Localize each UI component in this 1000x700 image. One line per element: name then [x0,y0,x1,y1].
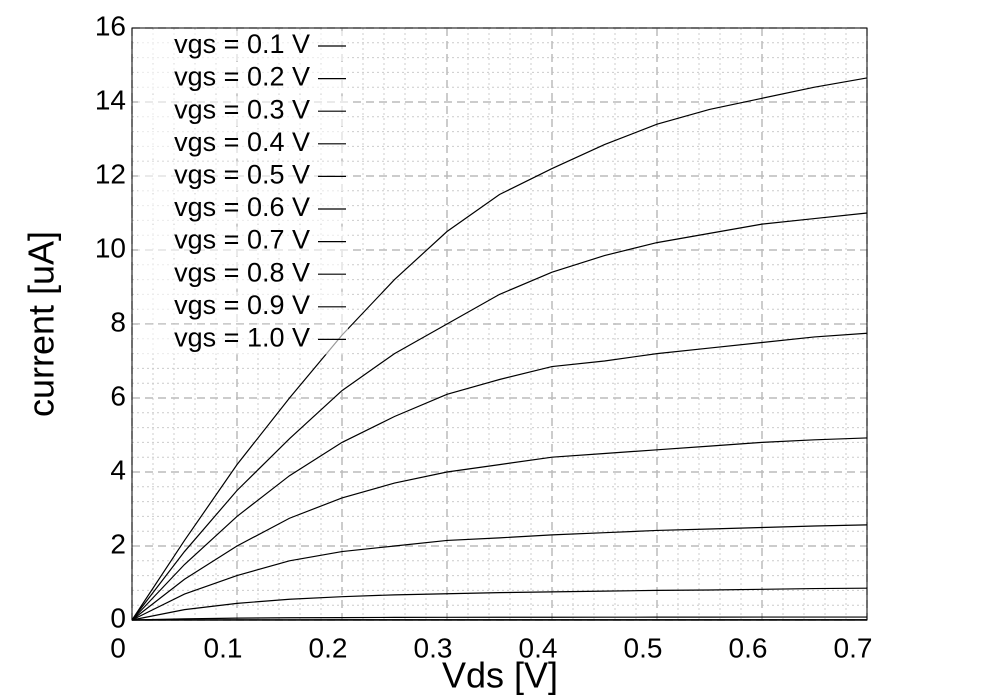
legend-bg [138,128,348,159]
y-tick-label: 0 [110,602,126,633]
x-tick-label: 0.4 [519,632,558,663]
legend-label: vgs = 1.0 V [174,323,310,353]
series-line [131,77,868,621]
series-line [131,332,868,621]
y-tick-label: 16 [95,10,126,41]
legend-bg [138,96,348,127]
y-axis-label: current [uA] [21,231,62,417]
legend-bg [138,63,348,94]
x-axis-label: Vds [V] [442,655,558,696]
series-line [131,437,868,621]
legend-label: vgs = 0.7 V [174,225,310,255]
series-line [131,524,868,621]
series-line [131,587,868,621]
legend-bg [138,259,348,290]
legend-label: vgs = 0.5 V [174,160,310,190]
y-tick-label: 4 [110,454,126,485]
legend-label: vgs = 0.8 V [174,257,310,287]
legend-bg [138,324,348,355]
x-tick-label: 0 [110,632,126,663]
legend-bg [138,291,348,322]
y-tick-label: 8 [110,306,126,337]
legend-bg [138,31,348,61]
series-line [131,616,867,621]
x-tick-label: 0.6 [729,632,768,663]
legend-label: vgs = 0.6 V [174,192,310,222]
series-line [131,212,868,621]
x-tick-label: 0.2 [309,632,348,663]
legend-bg [138,194,348,224]
x-tick-label: 0.5 [624,632,663,663]
legend-label: vgs = 0.2 V [174,62,310,92]
x-tick-label: 0.1 [204,632,243,663]
y-tick-label: 10 [95,232,126,263]
legend-label: vgs = 0.9 V [174,290,310,320]
y-tick-label: 6 [110,380,126,411]
legend-bg [138,161,348,192]
y-tick-label: 12 [95,158,126,189]
legend-label: vgs = 0.1 V [174,29,310,59]
y-tick-label: 14 [95,84,126,115]
legend-bg [138,226,348,257]
x-tick-label: 0.7 [834,632,873,663]
y-tick-label: 2 [110,528,126,559]
legend-label: vgs = 0.3 V [174,94,310,124]
x-tick-label: 0.3 [414,632,453,663]
legend-label: vgs = 0.4 V [174,127,310,157]
